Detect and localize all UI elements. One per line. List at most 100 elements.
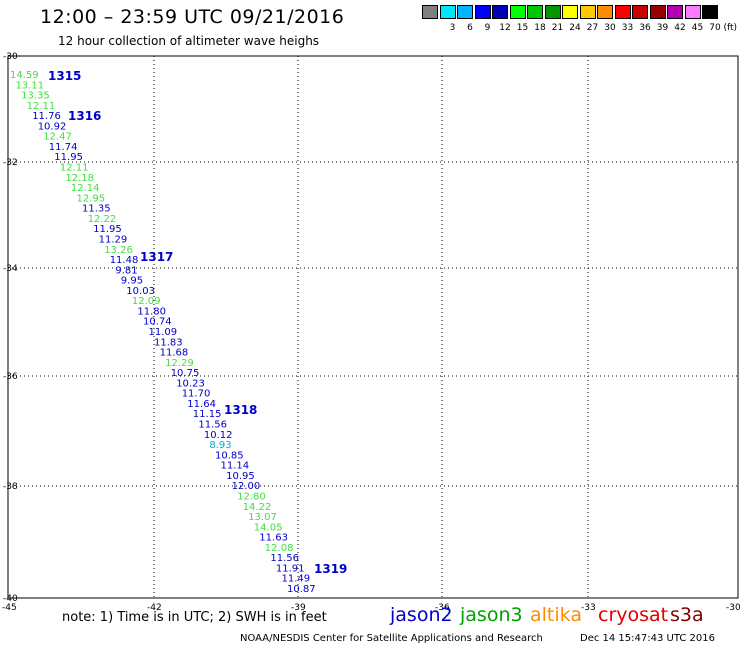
scale-label: 21	[551, 23, 564, 33]
scale-swatch	[474, 5, 491, 19]
wave-height-label: 10.03	[126, 286, 155, 297]
lon-tick-label: -30	[726, 603, 740, 613]
hour-label: 1319	[314, 562, 347, 576]
wave-height-label: 11.83	[154, 337, 183, 348]
map-frame	[7, 55, 739, 599]
wave-height-label: 14.59	[10, 70, 39, 81]
wave-height-label: 11.64	[187, 399, 216, 410]
wave-height-label: 12.47	[43, 132, 72, 143]
wave-height-label: 12.00	[232, 481, 261, 492]
wave-height-label: 12.14	[71, 183, 100, 194]
lat-tick-label: -38	[3, 482, 18, 492]
time-labels: 1315 1316 1317 1318 1319	[48, 69, 347, 576]
credit-line: NOAA/NESDIS Center for Satellite Applica…	[240, 633, 543, 644]
wave-height-label: 10.23	[176, 378, 205, 389]
scale-swatch	[649, 5, 666, 19]
scale-swatch	[562, 5, 578, 19]
lon-tick-label: -42	[147, 603, 162, 613]
scale-swatch	[597, 5, 613, 19]
scale-label: 36	[639, 23, 651, 33]
wave-height-label: 11.76	[32, 111, 61, 122]
wave-height-label: 10.92	[38, 121, 67, 132]
scale-label: 39	[656, 23, 669, 33]
wave-height-label: 11.14	[221, 461, 250, 472]
scale-swatch	[579, 5, 596, 19]
scale-swatch	[614, 5, 631, 19]
hour-label: 1318	[224, 403, 257, 417]
wave-height-label: 11.15	[193, 409, 222, 420]
wave-height-label: 10.87	[287, 584, 316, 595]
wave-height-label: 11.68	[160, 348, 189, 359]
scale-swatch	[632, 5, 648, 19]
wave-height-label: 11.49	[282, 574, 311, 585]
wave-height-label: 13.11	[16, 80, 45, 91]
wave-height-label: 12.08	[265, 543, 294, 554]
satellite-legend-altika: altika	[530, 604, 582, 626]
wave-height-label: 12.11	[60, 163, 89, 174]
wave-height-label: 9.95	[121, 276, 143, 287]
lon-tick-label: -36	[435, 603, 450, 613]
scale-swatch	[667, 5, 683, 19]
footnote: note: 1) Time is in UTC; 2) SWH is in fe…	[62, 610, 327, 625]
satellite-legend-jason2: jason2	[390, 604, 453, 626]
scale-swatch	[702, 5, 718, 19]
scale-swatch	[492, 5, 508, 19]
scale-label: 27	[586, 23, 599, 33]
wave-height-label: 11.48	[110, 255, 139, 266]
wave-height-label: 13.35	[21, 91, 50, 102]
scale-swatch	[527, 5, 543, 19]
wave-height-label: 12.11	[27, 101, 56, 112]
wave-height-label: 11.74	[49, 142, 78, 153]
wave-height-label: 11.63	[259, 533, 288, 544]
satellite-legend-cryosat: cryosat	[598, 604, 669, 626]
wave-height-label: 11.35	[82, 204, 111, 215]
lat-tick-label: -34	[3, 264, 18, 274]
wave-height-label: 12.80	[237, 492, 266, 503]
hour-label: 1317	[140, 250, 173, 264]
lat-tick-label: -36	[3, 372, 18, 382]
wave-height-label: 10.85	[215, 450, 244, 461]
hour-label: 1315	[48, 69, 81, 83]
lat-tick-label: -30	[3, 52, 18, 62]
scale-swatch	[439, 5, 456, 19]
wave-height-label: 9.81	[115, 265, 137, 276]
scale-swatch	[544, 5, 561, 19]
wave-height-label: 11.56	[198, 420, 227, 431]
wave-height-label: 11.95	[54, 152, 83, 163]
wave-height-label: 10.12	[204, 430, 233, 441]
wave-height-label: 10.95	[226, 471, 255, 482]
scale-label: 15	[516, 23, 529, 33]
wave-height-label: 12.95	[77, 193, 106, 204]
scale-swatch	[684, 5, 701, 19]
wave-height-label: 12.22	[88, 214, 117, 225]
wave-height-label: 14.22	[243, 502, 272, 513]
scale-label: 3	[449, 23, 456, 33]
scale-label: 42	[674, 23, 686, 33]
wave-height-label: 11.09	[149, 327, 178, 338]
scale-label: 70	[709, 23, 721, 33]
wave-height-label: 11.80	[137, 306, 166, 317]
scale-label: 45	[691, 23, 704, 33]
page-subtitle: 12 hour collection of altimeter wave hei…	[58, 34, 320, 48]
map-grid	[7, 55, 739, 599]
scale-unit: (ft)	[723, 23, 738, 33]
wave-height-label: 14.05	[254, 522, 283, 533]
hour-label: 1316	[68, 109, 101, 123]
wave-height-label: 13.26	[104, 245, 133, 256]
page-title: 12:00 – 23:59 UTC 09/21/2016	[40, 6, 345, 28]
scale-label: 12	[499, 23, 511, 33]
satellite-legend-jason3: jason3	[460, 604, 523, 626]
wave-height-label: 11.56	[270, 553, 299, 564]
lat-tick-label: -40	[3, 594, 18, 604]
wave-height-label: 12.18	[65, 173, 94, 184]
wave-height-label: 10.74	[143, 317, 172, 328]
scale-label: 33	[621, 23, 634, 33]
scale-label: 9	[484, 23, 491, 33]
scale-swatch	[457, 5, 473, 19]
wave-height-label: 11.95	[93, 224, 122, 235]
wave-height-label: 12.29	[165, 358, 194, 369]
lon-tick-label: -33	[581, 603, 596, 613]
scale-label: 18	[534, 23, 546, 33]
scale-label: 24	[569, 23, 581, 33]
